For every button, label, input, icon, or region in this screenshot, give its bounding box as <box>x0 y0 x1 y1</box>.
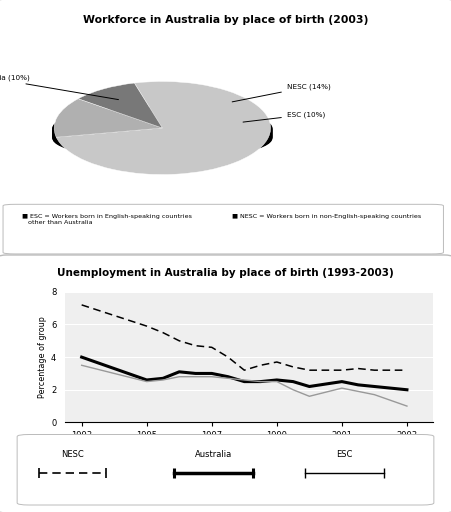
Ellipse shape <box>53 111 272 152</box>
Ellipse shape <box>53 109 272 150</box>
FancyBboxPatch shape <box>0 0 451 262</box>
Ellipse shape <box>53 115 272 156</box>
Ellipse shape <box>53 112 272 153</box>
Wedge shape <box>54 99 162 137</box>
Ellipse shape <box>53 111 272 152</box>
Text: NESC: NESC <box>61 451 84 459</box>
FancyBboxPatch shape <box>3 204 443 254</box>
Text: ESC (10%): ESC (10%) <box>243 112 325 122</box>
Y-axis label: Percentage of group: Percentage of group <box>38 316 47 398</box>
Ellipse shape <box>53 108 272 149</box>
Ellipse shape <box>53 117 272 158</box>
Wedge shape <box>56 81 271 175</box>
Text: Australia: Australia <box>195 451 232 459</box>
Text: Workforce in Australia by place of birth (2003): Workforce in Australia by place of birth… <box>83 15 368 25</box>
Ellipse shape <box>53 108 272 148</box>
Ellipse shape <box>53 110 272 151</box>
Text: NESC (14%): NESC (14%) <box>232 83 331 102</box>
Text: ■ NESC = Workers born in non-English-speaking countries: ■ NESC = Workers born in non-English-spe… <box>232 214 421 219</box>
Ellipse shape <box>53 114 272 155</box>
Ellipse shape <box>53 116 272 157</box>
Ellipse shape <box>53 117 272 158</box>
Text: Born in Australia (10%): Born in Australia (10%) <box>0 74 119 100</box>
Ellipse shape <box>53 110 272 151</box>
FancyBboxPatch shape <box>0 255 451 512</box>
FancyBboxPatch shape <box>17 435 434 505</box>
Ellipse shape <box>53 112 272 153</box>
Ellipse shape <box>53 115 272 156</box>
Text: ESC: ESC <box>336 451 353 459</box>
Ellipse shape <box>53 118 272 159</box>
Text: Unemployment in Australia by place of birth (1993-2003): Unemployment in Australia by place of bi… <box>57 268 394 279</box>
Wedge shape <box>78 83 162 128</box>
Ellipse shape <box>53 114 272 155</box>
Text: ■ ESC = Workers born in English-speaking countries
   other than Australia: ■ ESC = Workers born in English-speaking… <box>22 214 192 225</box>
Ellipse shape <box>53 113 272 154</box>
